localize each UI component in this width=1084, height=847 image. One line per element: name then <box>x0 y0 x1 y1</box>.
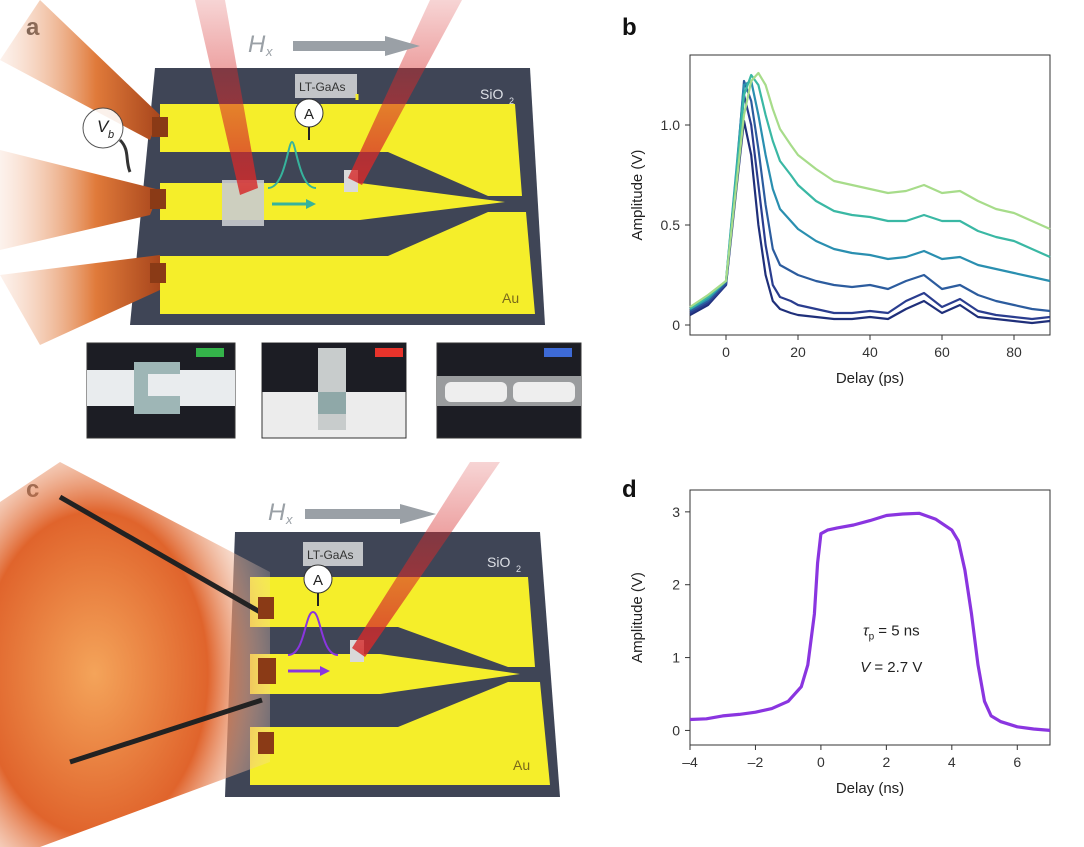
x-axis-label: Delay (ps) <box>836 370 904 387</box>
gold-top-electrode <box>160 104 522 196</box>
field-label-c: H <box>268 499 286 526</box>
inset-marker-green <box>196 348 224 357</box>
schematic-a: A V b H x LT-GaAs SiO 2 Au <box>0 0 545 345</box>
insets-a <box>86 342 582 439</box>
pulse-glyph <box>267 140 317 189</box>
sio2-label-c: SiO <box>487 554 510 570</box>
chart-b: 0 20 40 60 80 0 0.5 1.0 Delay (ps) Amplitude (V) <box>629 54 1051 387</box>
x-tick-label: 0 <box>722 344 730 360</box>
probe-arm-mid <box>0 150 160 250</box>
probe-tip-c2 <box>258 658 276 684</box>
inset-marker-red <box>375 348 403 357</box>
tau-annotation: τp = 5 ns <box>863 623 920 643</box>
gold-bottom-electrode <box>160 212 535 314</box>
ltgaas-pad <box>295 74 357 98</box>
series-line-1 <box>689 511 1051 732</box>
pulse-glyph-c <box>287 610 339 656</box>
sio2-sub-c: 2 <box>516 564 521 574</box>
y-tick-label: 0 <box>672 317 680 333</box>
tau-symbol: τ <box>863 623 870 640</box>
field-sub: x <box>265 44 273 59</box>
bias-source <box>82 107 124 149</box>
probe-tip-c3 <box>258 732 274 754</box>
x-axis-label: Delay (ns) <box>836 780 904 797</box>
inset-marker-blue <box>544 348 572 357</box>
tau-value: = 5 ns <box>874 623 919 640</box>
gold-center-line-c <box>250 654 520 694</box>
probe-tip-c1 <box>258 597 274 619</box>
ltgaas-label: LT-GaAs <box>299 80 345 94</box>
y-tick-label: 3 <box>672 504 680 520</box>
series-line-6 <box>689 71 1051 308</box>
y-axis-label: Amplitude (V) <box>629 150 646 241</box>
x-tick-label: 80 <box>1006 344 1022 360</box>
schematic-c: A H x LT-GaAs SiO 2 Au <box>0 462 560 847</box>
series-line-4 <box>689 79 1051 310</box>
x-tick-label: 20 <box>790 344 806 360</box>
chart-d: –4 –2 0 2 4 6 0 1 2 3 Delay (ns) Amplitude (V) τp = … <box>629 489 1051 797</box>
probe-arm-top <box>0 0 160 140</box>
panel-letter-d: d <box>622 476 637 503</box>
probe-tip-3 <box>150 263 166 283</box>
x-tick-label: 6 <box>1013 754 1021 770</box>
ltgaas-label-c: LT-GaAs <box>307 548 353 562</box>
y-tick-label: 0 <box>672 722 680 738</box>
laser-beam-pump <box>195 0 258 195</box>
voltage-annotation: V = 2.7 V <box>860 659 922 676</box>
ammeter-label-c: A <box>313 572 323 589</box>
probe-tip-2 <box>150 189 166 209</box>
x-tick-label: –4 <box>682 754 698 770</box>
sio2-sub: 2 <box>509 96 514 106</box>
laser-beam-probe-c <box>352 462 500 657</box>
au-label: Au <box>502 290 519 306</box>
x-tick-label: 0 <box>817 754 825 770</box>
ammeter-label: A <box>304 106 314 123</box>
sio2-label: SiO <box>480 86 503 102</box>
gold-top-electrode-c <box>250 577 535 667</box>
series-line-1 <box>689 119 1051 325</box>
au-label-c: Au <box>513 757 530 773</box>
series-line-2 <box>689 93 1051 321</box>
x-tick-label: 60 <box>934 344 950 360</box>
gold-bottom-electrode-c <box>250 682 550 785</box>
x-tick-label: –2 <box>748 754 764 770</box>
voltage-symbol: V <box>860 659 872 676</box>
y-tick-label: 2 <box>672 577 680 593</box>
laser-beam-probe <box>348 0 462 185</box>
series-line-5 <box>689 73 1051 310</box>
plot-frame <box>689 489 1051 746</box>
y-tick-label: 1.0 <box>661 117 681 133</box>
field-label: H <box>248 31 266 58</box>
probe-body-c <box>0 462 270 847</box>
x-tick-label: 2 <box>882 754 890 770</box>
probe-arm-bottom <box>0 255 160 345</box>
voltage-value: = 2.7 V <box>870 659 922 676</box>
ltgaas-pad-c <box>303 542 363 566</box>
field-arrow-head <box>385 36 420 56</box>
y-tick-label: 1 <box>672 650 680 666</box>
probe-tip-1 <box>152 117 168 137</box>
bias-label: V <box>97 117 110 136</box>
y-axis-label: Amplitude (V) <box>629 572 646 663</box>
x-tick-label: 40 <box>862 344 878 360</box>
bias-sub: b <box>108 129 114 141</box>
y-tick-label: 0.5 <box>661 217 681 233</box>
tau-sub: p <box>869 632 875 643</box>
panel-letter-b: b <box>622 14 637 41</box>
x-tick-label: 4 <box>948 754 956 770</box>
field-sub-c: x <box>285 512 293 527</box>
